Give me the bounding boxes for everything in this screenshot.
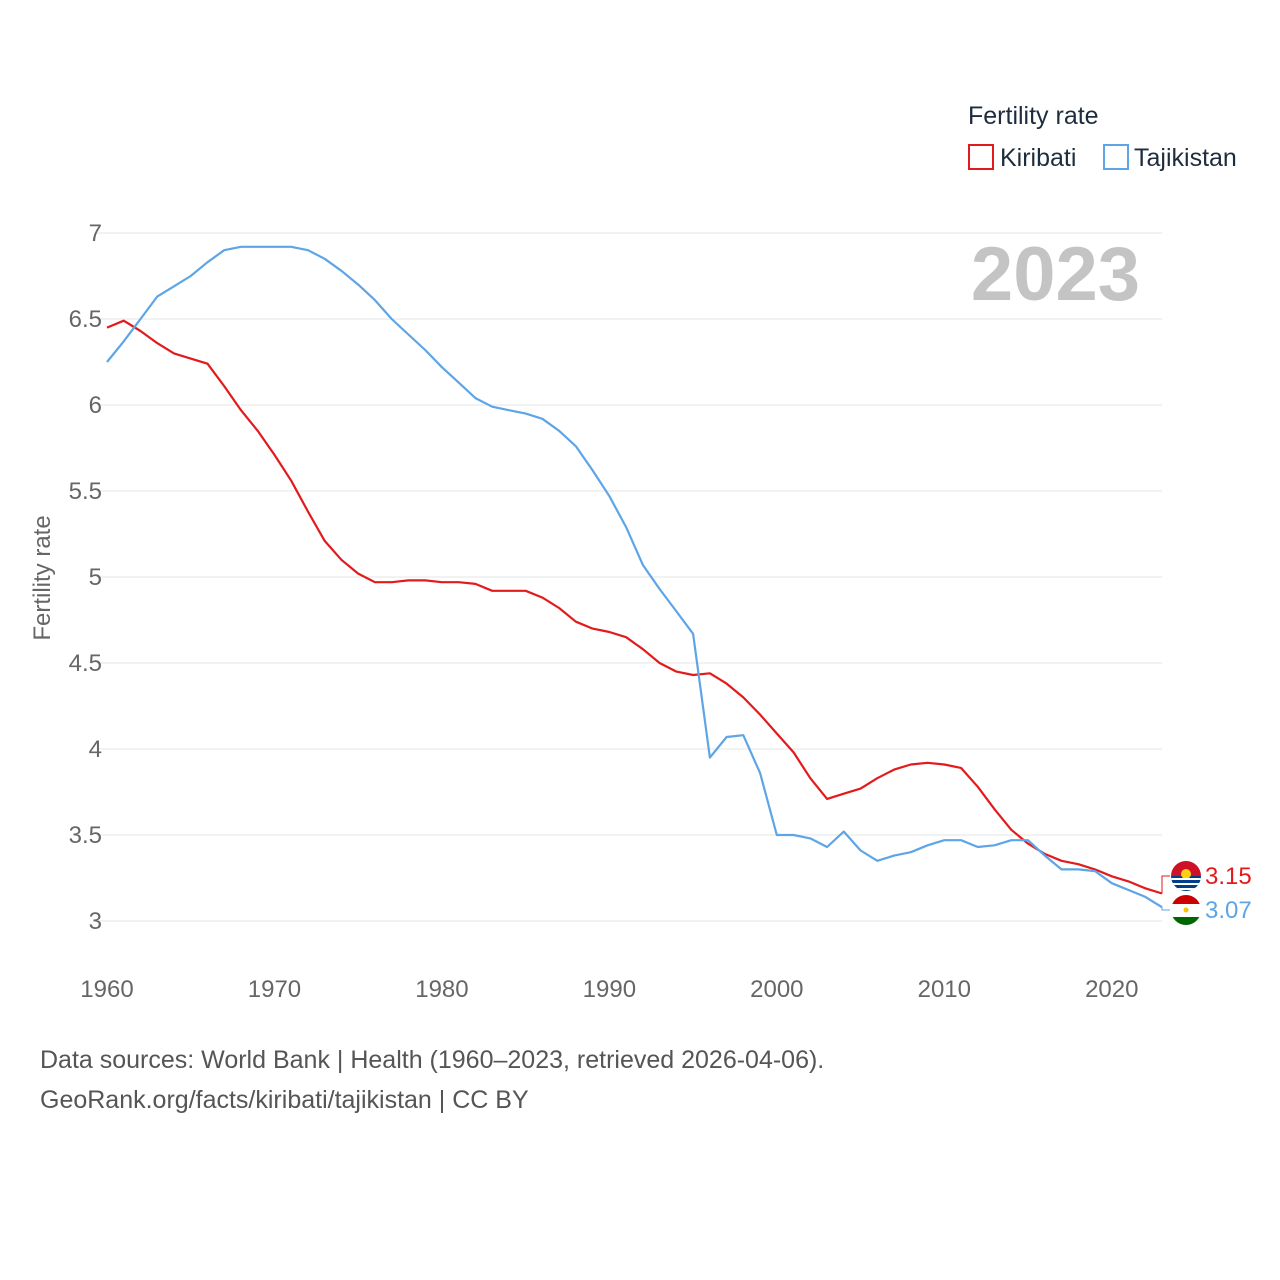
y-tick-label: 3 <box>89 908 102 935</box>
x-axis-ticks: 1960 1970 1980 1990 2000 2010 2020 <box>80 976 1138 1003</box>
data-source-footer: Data sources: World Bank | Health (1960–… <box>40 1040 824 1120</box>
x-tick-label: 2020 <box>1085 976 1138 1003</box>
end-value-label-kiribati: 3.15 <box>1205 863 1252 890</box>
legend: Fertility rate Kiribati Tajikistan <box>968 102 1237 172</box>
y-axis-ticks: 3 3.5 4 4.5 5 5.5 6 6.5 7 <box>69 220 102 935</box>
x-tick-label: 1960 <box>80 976 133 1003</box>
attribution-line[interactable]: GeoRank.org/facts/kiribati/tajikistan | … <box>40 1086 529 1114</box>
legend-swatch-tajikistan <box>1103 144 1129 170</box>
legend-item-tajikistan[interactable]: Tajikistan <box>1103 144 1237 172</box>
legend-swatch-kiribati <box>968 144 994 170</box>
series-line-kiribati[interactable] <box>106 319 1163 895</box>
series-line-tajikistan[interactable] <box>106 245 1163 909</box>
y-tick-label: 4 <box>89 736 102 763</box>
y-tick-label: 4.5 <box>69 650 102 677</box>
y-tick-label: 3.5 <box>69 822 102 849</box>
legend-label-tajikistan: Tajikistan <box>1134 144 1237 172</box>
x-tick-label: 1970 <box>248 976 301 1003</box>
grid-lines <box>97 232 1162 922</box>
end-value-label-tajikistan: 3.07 <box>1205 897 1252 924</box>
x-tick-label: 1990 <box>583 976 636 1003</box>
end-connector <box>1161 875 1170 894</box>
watermark-year: 2023 <box>971 232 1140 317</box>
source-line: Data sources: World Bank | Health (1960–… <box>40 1046 825 1074</box>
y-tick-label: 7 <box>89 220 102 247</box>
tajikistan-flag-icon <box>1171 895 1201 925</box>
x-tick-label: 2000 <box>750 976 803 1003</box>
end-labels: 3.15 3.07 <box>1161 861 1252 925</box>
legend-item-kiribati[interactable]: Kiribati <box>968 144 1076 172</box>
x-tick-label: 1980 <box>415 976 468 1003</box>
series-lines <box>106 245 1163 909</box>
kiribati-flag-icon <box>1171 861 1201 891</box>
end-connector <box>1161 907 1170 911</box>
y-tick-label: 6 <box>89 392 102 419</box>
x-tick-label: 2010 <box>918 976 971 1003</box>
legend-title: Fertility rate <box>968 102 1099 130</box>
y-tick-label: 6.5 <box>69 306 102 333</box>
y-tick-label: 5 <box>89 564 102 591</box>
y-axis-label: Fertility rate <box>29 515 56 640</box>
y-tick-label: 5.5 <box>69 478 102 505</box>
legend-label-kiribati: Kiribati <box>1000 144 1076 172</box>
